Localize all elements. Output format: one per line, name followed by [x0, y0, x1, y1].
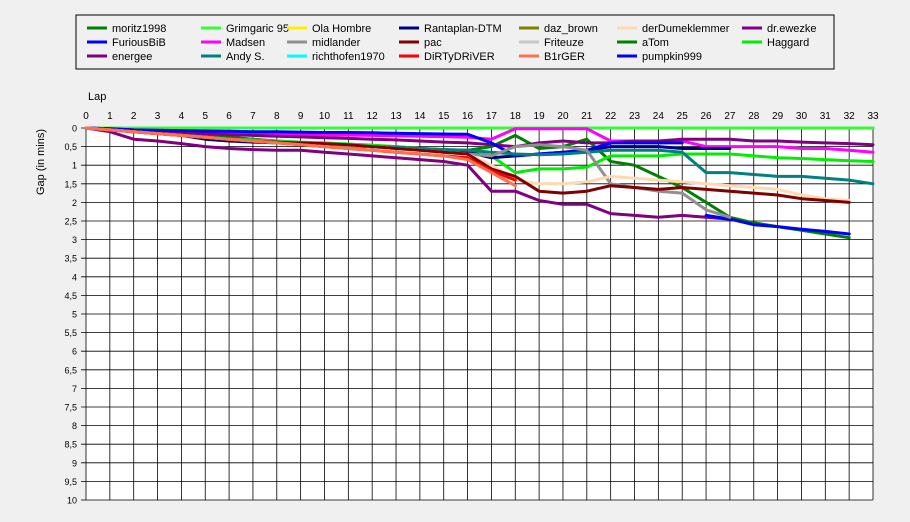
y-tick-label: 3	[72, 235, 77, 245]
legend-label: daz_brown	[544, 23, 598, 35]
y-tick-label: 6	[72, 347, 77, 357]
x-tick-label: 10	[319, 111, 331, 122]
y-tick-label: 7	[72, 384, 77, 394]
x-tick-label: 9	[298, 111, 304, 122]
x-tick-label: 25	[677, 111, 689, 122]
legend-label: dr.ewezke	[767, 23, 817, 35]
y-tick-label: 10	[67, 496, 77, 506]
y-tick-label: 0,5	[64, 142, 77, 152]
x-tick-label: 6	[226, 111, 232, 122]
y-axis-label: Gap (in mins)	[35, 129, 47, 195]
x-axis-label: Lap	[88, 91, 106, 103]
legend-label: B1rGER	[544, 51, 585, 63]
x-tick-label: 29	[772, 111, 784, 122]
x-tick-label: 0	[83, 111, 89, 122]
x-tick-label: 33	[867, 111, 879, 122]
y-tick-label: 8,5	[64, 440, 77, 450]
y-tick-label: 1,5	[64, 179, 77, 189]
series-line-energee	[84, 126, 732, 221]
legend-label: DiRTyDRiVER	[424, 51, 495, 63]
x-tick-label: 14	[414, 111, 426, 122]
y-tick-label: 2	[72, 198, 77, 208]
x-tick-label: 32	[844, 111, 856, 122]
legend: moritz1998 Grimgaric 95 Ola Hombre Rantapla…	[75, 14, 835, 70]
y-tick-label: 9,5	[64, 477, 77, 487]
y-tick-label: 0	[72, 124, 77, 134]
y-tick-label: 3,5	[64, 254, 77, 264]
legend-label: FuriousBiB	[112, 37, 166, 49]
x-tick-label: 4	[179, 111, 185, 122]
y-tick-label: 8	[72, 421, 77, 431]
x-tick-label: 20	[557, 111, 569, 122]
x-tick-label: 16	[462, 111, 474, 122]
x-tick-label: 15	[438, 111, 450, 122]
x-tick-label: 26	[700, 111, 712, 122]
legend-label: Friteuze	[544, 37, 584, 49]
x-tick-label: 11	[343, 111, 354, 122]
series-line-b1rger	[84, 126, 517, 188]
legend-label: Andy S.	[226, 51, 265, 63]
x-tick-label: 21	[581, 111, 593, 122]
x-tick-label: 7	[250, 111, 256, 122]
y-tick-label: 4,5	[64, 291, 77, 301]
legend-label: derDumeklemmer	[642, 23, 730, 35]
x-tick-label: 8	[274, 111, 280, 122]
legend-label: moritz1998	[112, 23, 166, 35]
x-tick-label: 22	[605, 111, 617, 122]
series-lines	[84, 126, 875, 240]
legend-label: pac	[424, 37, 442, 49]
x-tick-label: 19	[534, 111, 546, 122]
x-tick-label: 2	[131, 111, 137, 122]
y-tick-label: 1	[72, 161, 77, 171]
y-tick-label: 9	[72, 458, 77, 468]
y-tick-label: 5,5	[64, 328, 77, 338]
x-tick-label: 13	[390, 111, 402, 122]
x-tick-label: 1	[107, 111, 113, 122]
y-tick-label: 5	[72, 310, 77, 320]
legend-label: Grimgaric 95	[226, 23, 289, 35]
legend-label: midlander	[312, 37, 361, 49]
y-tick-label: 2,5	[64, 217, 77, 227]
legend-label: Ola Hombre	[312, 23, 371, 35]
axes: 0 1 2 3 4 5 6 7 8 9 10 11 12 13 14 15 16 17 18 19 20 21 22 23 24…	[64, 111, 879, 506]
y-tick-label: 6,5	[64, 365, 77, 375]
x-tick-label: 5	[202, 111, 208, 122]
x-tick-label: 3	[155, 111, 161, 122]
x-tick-label: 12	[367, 111, 379, 122]
x-tick-label: 31	[820, 111, 832, 122]
x-tick-label: 28	[748, 111, 760, 122]
series-line-pumpkin999	[704, 213, 851, 236]
y-tick-label: 7,5	[64, 403, 77, 413]
legend-items: moritz1998 Grimgaric 95 Ola Hombre Rantapla…	[87, 23, 817, 63]
grid	[81, 127, 874, 501]
legend-label: aTom	[642, 37, 669, 49]
x-tick-label: 23	[629, 111, 641, 122]
x-tick-label: 24	[653, 111, 665, 122]
x-tick-label: 18	[510, 111, 522, 122]
legend-label: Haggard	[767, 37, 809, 49]
legend-label: richthofen1970	[312, 51, 385, 63]
series-line-dr-ewezke	[84, 126, 875, 149]
legend-label: Madsen	[226, 37, 265, 49]
x-tick-label: 17	[486, 111, 498, 122]
y-tick-label: 4	[72, 272, 77, 282]
legend-label: Rantaplan-DTM	[424, 23, 502, 35]
legend-label: pumpkin999	[642, 51, 702, 63]
legend-label: energee	[112, 51, 152, 63]
x-tick-label: 27	[724, 111, 736, 122]
x-tick-label: 30	[796, 111, 808, 122]
